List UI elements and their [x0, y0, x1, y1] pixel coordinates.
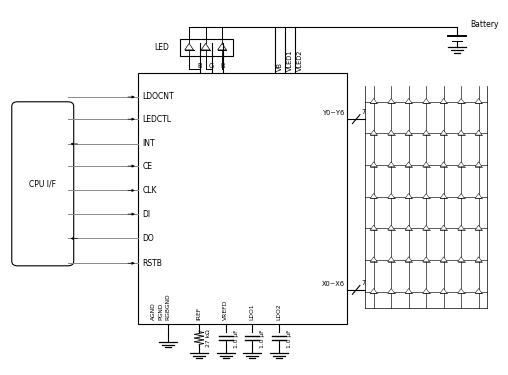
Text: CPU I/F: CPU I/F: [29, 179, 56, 188]
Text: INT: INT: [143, 140, 155, 148]
Polygon shape: [388, 130, 395, 135]
Polygon shape: [458, 288, 465, 293]
Polygon shape: [405, 225, 412, 230]
Polygon shape: [440, 99, 447, 104]
Text: 1.0 μF: 1.0 μF: [234, 329, 239, 348]
Text: RGBGND: RGBGND: [165, 294, 170, 321]
Text: B: B: [198, 63, 202, 69]
Text: X0~X6: X0~X6: [322, 281, 345, 287]
Polygon shape: [423, 194, 430, 198]
Text: G: G: [209, 63, 214, 69]
Polygon shape: [370, 288, 377, 293]
Polygon shape: [423, 99, 430, 104]
Polygon shape: [458, 257, 465, 262]
Polygon shape: [201, 44, 210, 50]
Polygon shape: [370, 194, 377, 198]
Text: LDO2: LDO2: [276, 304, 281, 321]
Polygon shape: [475, 225, 482, 230]
Text: R: R: [221, 63, 226, 69]
Bar: [138, 73, 347, 324]
Polygon shape: [458, 99, 465, 104]
Polygon shape: [405, 194, 412, 198]
Polygon shape: [370, 257, 377, 262]
Polygon shape: [217, 44, 227, 50]
Text: VB: VB: [277, 62, 283, 71]
Polygon shape: [370, 225, 377, 230]
Polygon shape: [440, 194, 447, 198]
Text: LDO1: LDO1: [249, 304, 255, 321]
Polygon shape: [370, 162, 377, 166]
Text: VLED1: VLED1: [287, 50, 293, 71]
Polygon shape: [475, 194, 482, 198]
Text: LEDCTL: LEDCTL: [143, 115, 172, 124]
Bar: [180, 39, 233, 56]
Text: Battery: Battery: [470, 21, 498, 30]
Polygon shape: [475, 130, 482, 135]
Text: VLED2: VLED2: [297, 50, 303, 71]
Polygon shape: [423, 288, 430, 293]
Polygon shape: [388, 288, 395, 293]
Polygon shape: [475, 99, 482, 104]
Polygon shape: [475, 288, 482, 293]
Polygon shape: [458, 225, 465, 230]
Text: AGND: AGND: [151, 303, 156, 321]
Polygon shape: [388, 225, 395, 230]
Polygon shape: [388, 162, 395, 166]
Polygon shape: [370, 99, 377, 104]
Text: CLK: CLK: [143, 186, 157, 195]
Text: RSTB: RSTB: [143, 259, 163, 268]
Text: 7: 7: [362, 110, 366, 116]
Polygon shape: [405, 257, 412, 262]
Text: PGND: PGND: [158, 303, 163, 321]
Polygon shape: [440, 225, 447, 230]
Polygon shape: [440, 257, 447, 262]
Text: DO: DO: [143, 234, 154, 243]
Text: LDOCNT: LDOCNT: [143, 93, 174, 102]
Text: 7: 7: [362, 280, 366, 286]
Polygon shape: [475, 162, 482, 166]
Polygon shape: [440, 162, 447, 166]
Text: DI: DI: [143, 210, 151, 219]
Text: VREFD: VREFD: [223, 300, 228, 321]
Polygon shape: [423, 225, 430, 230]
Text: CE: CE: [143, 162, 152, 171]
Polygon shape: [458, 130, 465, 135]
Polygon shape: [475, 257, 482, 262]
Text: 1.0 μF: 1.0 μF: [260, 329, 265, 348]
Text: LED: LED: [154, 43, 169, 52]
Polygon shape: [458, 194, 465, 198]
Polygon shape: [440, 130, 447, 135]
Text: 27 kΩ: 27 kΩ: [206, 329, 211, 347]
Text: 1.0 μF: 1.0 μF: [287, 329, 292, 348]
Polygon shape: [405, 99, 412, 104]
Polygon shape: [405, 288, 412, 293]
Polygon shape: [458, 162, 465, 166]
Polygon shape: [423, 257, 430, 262]
Polygon shape: [405, 130, 412, 135]
FancyBboxPatch shape: [12, 102, 74, 266]
Text: IREF: IREF: [197, 307, 202, 321]
Polygon shape: [440, 288, 447, 293]
Polygon shape: [388, 99, 395, 104]
Text: Y0~Y6: Y0~Y6: [323, 110, 345, 116]
Polygon shape: [423, 162, 430, 166]
Polygon shape: [370, 130, 377, 135]
Polygon shape: [423, 130, 430, 135]
Polygon shape: [388, 257, 395, 262]
Polygon shape: [388, 194, 395, 198]
Polygon shape: [405, 162, 412, 166]
Polygon shape: [185, 44, 194, 50]
